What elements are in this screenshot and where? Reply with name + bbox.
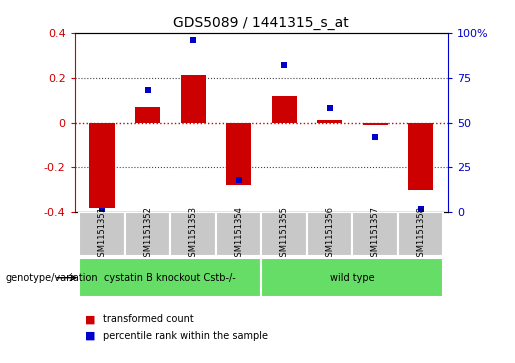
Point bbox=[189, 37, 197, 43]
Text: GSM1151353: GSM1151353 bbox=[188, 206, 198, 262]
Bar bbox=[125, 212, 170, 256]
Text: percentile rank within the sample: percentile rank within the sample bbox=[103, 331, 268, 341]
Bar bbox=[135, 107, 160, 123]
Bar bbox=[170, 212, 216, 256]
Text: GSM1151358: GSM1151358 bbox=[416, 206, 425, 262]
Text: GSM1151356: GSM1151356 bbox=[325, 206, 334, 262]
Text: ■: ■ bbox=[85, 331, 95, 341]
Point bbox=[98, 208, 106, 213]
Point bbox=[143, 87, 151, 93]
Text: GSM1151354: GSM1151354 bbox=[234, 206, 243, 262]
Text: genotype/variation: genotype/variation bbox=[5, 273, 98, 283]
Bar bbox=[181, 76, 205, 123]
Text: GSM1151355: GSM1151355 bbox=[280, 206, 288, 262]
Point bbox=[371, 134, 380, 140]
Point bbox=[280, 62, 288, 68]
Bar bbox=[261, 258, 443, 297]
Bar bbox=[79, 258, 261, 297]
Point bbox=[234, 177, 243, 183]
Bar bbox=[90, 123, 114, 208]
Bar bbox=[216, 212, 261, 256]
Title: GDS5089 / 1441315_s_at: GDS5089 / 1441315_s_at bbox=[174, 16, 349, 30]
Bar bbox=[261, 212, 307, 256]
Point bbox=[325, 105, 334, 111]
Bar bbox=[307, 212, 352, 256]
Text: cystatin B knockout Cstb-/-: cystatin B knockout Cstb-/- bbox=[105, 273, 236, 283]
Bar bbox=[363, 123, 388, 125]
Bar bbox=[398, 212, 443, 256]
Point bbox=[417, 206, 425, 212]
Bar bbox=[226, 123, 251, 185]
Bar bbox=[271, 95, 297, 123]
Bar bbox=[317, 120, 342, 123]
Text: GSM1151352: GSM1151352 bbox=[143, 206, 152, 262]
Text: GSM1151351: GSM1151351 bbox=[97, 206, 107, 262]
Bar bbox=[79, 212, 125, 256]
Bar bbox=[352, 212, 398, 256]
Text: ■: ■ bbox=[85, 314, 95, 325]
Text: GSM1151357: GSM1151357 bbox=[371, 206, 380, 262]
Bar bbox=[408, 123, 433, 190]
Text: wild type: wild type bbox=[330, 273, 375, 283]
Text: transformed count: transformed count bbox=[103, 314, 194, 325]
